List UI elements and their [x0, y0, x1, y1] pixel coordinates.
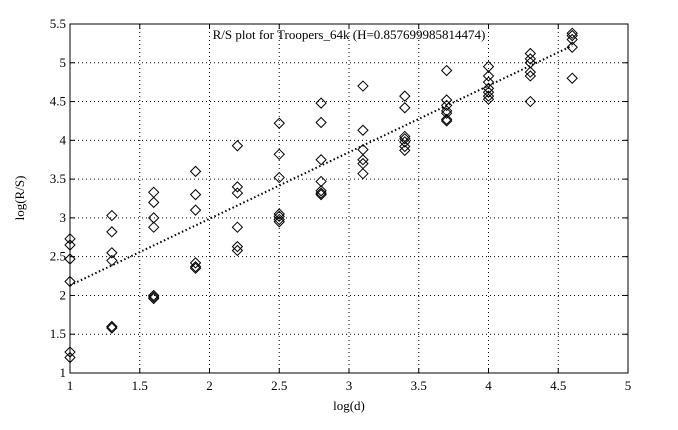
data-point-diamond: [315, 175, 327, 188]
data-point-diamond: [273, 208, 285, 220]
data-point-diamond: [524, 66, 537, 78]
data-point-diamond: [315, 188, 327, 201]
data-point-diamond: [482, 93, 495, 105]
data-point-diamond: [231, 187, 244, 199]
y-tick-label: 3: [60, 210, 67, 225]
data-point-diamond: [524, 95, 537, 108]
data-point-diamond: [357, 80, 369, 92]
data-point-diamond: [273, 171, 285, 184]
y-tick-label: 1: [60, 365, 67, 380]
x-tick-label: 2.5: [271, 378, 287, 393]
data-point-diamond: [357, 157, 369, 170]
data-point-diamond: [399, 140, 411, 153]
data-point-diamond: [315, 185, 327, 197]
data-point-diamond: [357, 154, 369, 166]
fit-line: [69, 44, 573, 287]
data-point-diamond: [566, 29, 578, 42]
y-tick-label: 3.5: [50, 171, 66, 186]
data-point-diamond: [189, 262, 202, 275]
data-point-diamond: [566, 72, 578, 84]
data-point-diamond: [147, 292, 160, 305]
y-tick-label: 5: [60, 55, 67, 70]
data-point-diamond: [189, 261, 202, 273]
data-point-diamond: [106, 209, 118, 222]
data-point-diamond: [440, 64, 453, 77]
data-point-diamond: [231, 181, 244, 193]
data-point-diamond: [147, 291, 160, 303]
data-point-diamond: [189, 188, 202, 201]
x-tick-label: 5: [625, 378, 632, 393]
data-point-diamond: [440, 115, 453, 127]
data-point-diamond: [106, 226, 118, 238]
data-point-diamond: [566, 41, 578, 53]
data-point-diamond: [399, 144, 411, 157]
data-point-diamond: [273, 213, 285, 226]
grid-lines: [70, 24, 628, 373]
y-tick-label: 5.5: [50, 16, 66, 31]
data-point-diamond: [357, 124, 369, 136]
data-point-diamond: [482, 76, 495, 88]
data-point-diamond: [399, 133, 411, 145]
data-point-diamond: [566, 27, 578, 40]
data-point-diamond: [231, 140, 244, 152]
x-tick-label: 1.5: [132, 378, 148, 393]
data-point-diamond: [106, 247, 118, 259]
chart-title: R/S plot for Troopers_64k (H=0.857699985…: [213, 27, 486, 42]
data-point-diamond: [273, 210, 285, 223]
data-point-diamond: [189, 204, 202, 216]
x-tick-label: 4.5: [550, 378, 566, 393]
data-point-diamond: [357, 167, 369, 180]
data-point-diamond: [147, 221, 160, 233]
x-tick-label: 2: [206, 378, 213, 393]
y-tick-labels: 1 1.5 2 2.5 3 3.5 4 4.5 5 5.5: [50, 16, 67, 380]
data-point-diamond: [273, 117, 285, 129]
y-tick-label: 1.5: [50, 326, 66, 341]
data-point-diamond: [231, 240, 244, 253]
data-point-diamond: [482, 86, 495, 98]
x-tick-label: 3.5: [411, 378, 427, 393]
data-point-diamond: [273, 148, 285, 161]
data-point-diamond: [315, 97, 327, 109]
data-point-diamond: [524, 70, 537, 82]
y-tick-label: 4.5: [50, 94, 66, 109]
data-point-diamond: [482, 90, 495, 102]
data-point-diamond: [315, 116, 327, 129]
y-tick-label: 2: [60, 287, 67, 302]
data-point-diamond: [147, 186, 160, 199]
data-point-diamond: [524, 53, 537, 65]
y-axis-label: log(R/S): [12, 176, 27, 221]
y-tick-label: 2.5: [50, 249, 66, 264]
data-point-diamond: [231, 244, 244, 257]
x-axis-label: log(d): [333, 398, 365, 413]
data-point-diamond: [399, 102, 411, 114]
data-point-diamond: [189, 165, 202, 178]
x-tick-label: 3: [346, 378, 353, 393]
data-point-diamond: [440, 113, 453, 126]
axis-ticks: [69, 23, 629, 374]
data-point-diamond: [440, 94, 453, 106]
data-point-diamond: [106, 254, 118, 267]
data-point-diamond: [399, 90, 411, 102]
x-tick-labels: 1 1.5 2 2.5 3 3.5 4 4.5 5: [67, 378, 632, 393]
data-point-diamond: [147, 196, 160, 209]
data-point-diamond: [399, 136, 411, 148]
data-point-diamond: [482, 60, 495, 73]
fit-line-group: [69, 44, 573, 287]
data-point-diamond: [106, 322, 118, 334]
data-points: [64, 27, 578, 364]
data-point-diamond: [189, 257, 202, 269]
data-point-diamond: [147, 289, 160, 302]
x-tick-label: 1: [67, 378, 74, 393]
y-tick-label: 4: [60, 132, 67, 147]
data-point-diamond: [231, 221, 244, 233]
data-point-diamond: [566, 33, 578, 46]
data-point-diamond: [273, 216, 285, 228]
data-point-diamond: [315, 154, 327, 166]
data-point-diamond: [106, 320, 118, 333]
data-point-diamond: [440, 107, 453, 119]
data-point-diamond: [482, 70, 495, 82]
data-point-diamond: [315, 187, 327, 199]
x-tick-label: 4: [485, 378, 492, 393]
